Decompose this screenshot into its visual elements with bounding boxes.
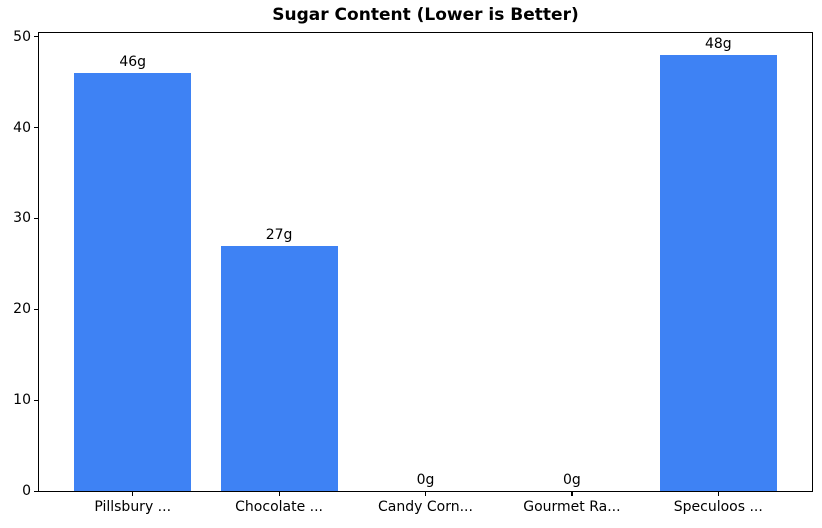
- x-axis-tick: [425, 492, 427, 496]
- y-axis-tick-label: 10: [13, 392, 31, 409]
- bar-value-label: 27g: [265, 226, 293, 243]
- x-axis-category-label: Pillsbury ...: [94, 499, 172, 515]
- y-axis-tick: [34, 490, 38, 492]
- y-axis-tick: [34, 36, 38, 38]
- x-axis-category-label: Gourmet Ra...: [523, 499, 621, 515]
- bar-value-label: 48g: [704, 35, 732, 52]
- x-axis-category-label: Candy Corn...: [378, 499, 473, 515]
- x-axis-category-label: Chocolate ...: [235, 499, 324, 515]
- y-axis-tick: [34, 308, 38, 311]
- y-axis-tick-label: 40: [13, 119, 31, 136]
- x-axis-tick: [571, 492, 573, 496]
- bar-value-label: 0g: [416, 472, 435, 488]
- bar-value-label: 46g: [119, 53, 147, 70]
- bar-2: [220, 245, 338, 491]
- x-axis-tick: [717, 492, 720, 496]
- x-axis-category-label: Speculoos ...: [673, 499, 763, 515]
- y-axis-tick-label: 20: [13, 301, 31, 318]
- x-axis-tick: [278, 492, 280, 496]
- x-axis-tick: [132, 492, 134, 496]
- y-axis-tick-label: 30: [13, 210, 31, 227]
- y-axis-tick: [34, 127, 38, 129]
- y-axis-tick: [34, 217, 38, 220]
- y-axis-tick: [34, 399, 38, 401]
- chart-title: Sugar Content (Lower is Better): [272, 5, 579, 25]
- y-axis-tick-label: 0: [22, 483, 31, 499]
- bar-1: [74, 72, 192, 491]
- y-axis-tick-label: 50: [13, 28, 31, 45]
- bar-value-label: 0g: [562, 472, 581, 488]
- bar-5: [659, 54, 777, 491]
